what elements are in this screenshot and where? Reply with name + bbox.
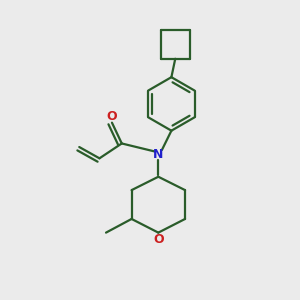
- Text: O: O: [106, 110, 117, 123]
- Text: O: O: [154, 233, 164, 246]
- Text: N: N: [153, 148, 164, 161]
